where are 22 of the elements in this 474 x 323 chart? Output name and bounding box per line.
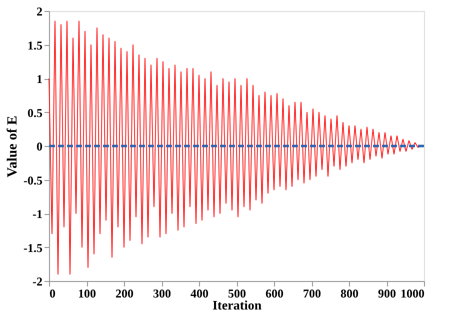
x-tick-label: 200 bbox=[116, 286, 134, 300]
y-tick-label: -1.5 bbox=[24, 240, 42, 255]
x-tick-label: 900 bbox=[378, 286, 396, 300]
x-axis-title: Iteration bbox=[212, 298, 262, 312]
y-tick-label: -1 bbox=[32, 207, 42, 221]
y-tick-label: 0.5 bbox=[28, 106, 42, 120]
x-tick-label: 800 bbox=[340, 286, 358, 300]
y-tick-label: -0.5 bbox=[24, 173, 42, 188]
x-tick-label: 700 bbox=[303, 286, 321, 300]
y-tick-label: 0 bbox=[36, 140, 42, 154]
y-tick-label: 1 bbox=[36, 72, 42, 86]
x-tick-label: 0 bbox=[50, 286, 56, 300]
y-tick-label: 2 bbox=[36, 4, 42, 18]
y-tick-label: -2 bbox=[32, 274, 42, 288]
y-tick-label: 1.5 bbox=[28, 38, 42, 52]
x-tick-label: 300 bbox=[153, 286, 171, 300]
x-tick-label: 400 bbox=[190, 286, 208, 300]
y-axis-title: Value of E bbox=[6, 116, 21, 178]
x-tick-label: 1000 bbox=[400, 286, 424, 300]
x-tick-label: 500 bbox=[228, 286, 246, 300]
x-tick-label: 600 bbox=[266, 286, 284, 300]
x-tick-label: 100 bbox=[78, 286, 96, 300]
